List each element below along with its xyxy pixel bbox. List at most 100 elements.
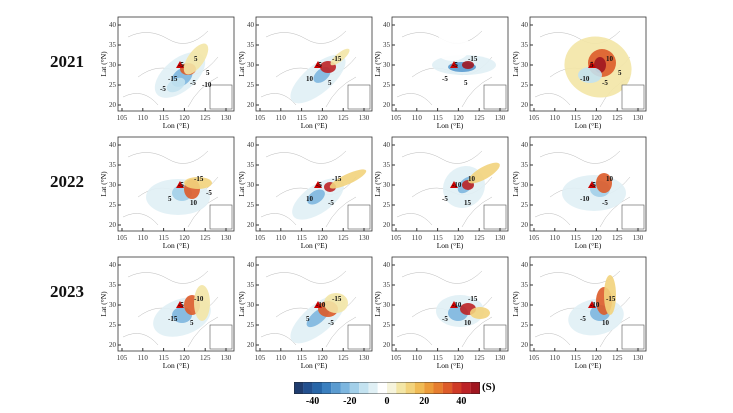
x-tick-label: 125 <box>338 234 349 242</box>
contour-label: -5 <box>452 61 458 69</box>
y-tick-label: 40 <box>247 261 255 269</box>
y-tick-label: 30 <box>247 181 255 189</box>
y-axis-label: Lat (°N) <box>100 171 108 197</box>
y-axis-label: Lat (°N) <box>100 291 108 317</box>
x-tick-label: 125 <box>200 114 211 122</box>
x-tick-label: 105 <box>529 354 540 362</box>
anomaly-shading <box>604 275 616 315</box>
y-tick-label: 30 <box>109 181 117 189</box>
colorbar-bin <box>461 382 471 394</box>
colorbar-bin <box>340 382 350 394</box>
y-tick-label: 30 <box>383 301 391 309</box>
colorbar-bin <box>359 382 369 394</box>
y-tick-label: 25 <box>247 81 255 89</box>
y-tick-label: 30 <box>247 61 255 69</box>
map-panel: -10 -15 -5 10 105 110 115 120 125 130 20 25 30 35 40 Lo… <box>374 255 524 370</box>
contour-label: 5 <box>464 79 468 87</box>
x-tick-label: 120 <box>591 234 602 242</box>
y-tick-label: 25 <box>383 201 391 209</box>
contour-label: 10 <box>464 319 472 327</box>
y-tick-label: 20 <box>247 341 255 349</box>
x-tick-label: 130 <box>495 114 506 122</box>
inset-map <box>347 204 371 230</box>
contour-label: 10 <box>602 319 610 327</box>
triangle-marker <box>176 181 184 188</box>
colorbar-tick: 0 <box>384 396 390 407</box>
map-svg: 5 10 -10 -5 5 105 110 115 120 125 130 20 25 30 35 40 Lon… <box>512 16 647 130</box>
y-tick-label: 40 <box>109 21 117 29</box>
x-tick-label: 115 <box>432 354 443 362</box>
map-svg: -5 -15 -5 5 105 110 115 120 125 130 20 25 30 35 40 Lon … <box>374 16 509 130</box>
x-tick-label: 130 <box>633 354 644 362</box>
y-tick-label: 40 <box>247 21 255 29</box>
colorbar-bin <box>377 382 388 394</box>
y-tick-label: 25 <box>521 81 529 89</box>
x-tick-label: 110 <box>276 354 287 362</box>
triangle-marker <box>450 181 458 188</box>
contour-label: -15 <box>332 175 342 183</box>
y-tick-label: 20 <box>383 221 391 229</box>
contour-label: -5 <box>602 199 608 207</box>
anomaly-shading <box>307 189 325 205</box>
contour-label: -5 <box>178 61 184 69</box>
x-tick-label: 110 <box>550 354 561 362</box>
x-tick-label: 115 <box>158 234 169 242</box>
x-tick-label: 110 <box>550 234 561 242</box>
triangle-marker <box>314 301 322 308</box>
x-tick-label: 120 <box>591 114 602 122</box>
contour-label: -10 <box>202 81 212 89</box>
x-tick-label: 110 <box>138 354 149 362</box>
colorbar-bin <box>414 382 425 394</box>
year-label: 2023 <box>50 282 84 301</box>
y-tick-label: 25 <box>109 81 117 89</box>
colorbar-bin <box>452 382 462 394</box>
colorbar-bin <box>331 382 341 394</box>
y-axis-label: Lat (°N) <box>374 171 382 197</box>
y-axis-label: Lat (°N) <box>512 51 520 77</box>
x-tick-label: 110 <box>412 354 423 362</box>
y-tick-label: 20 <box>109 221 117 229</box>
triangle-marker <box>314 181 322 188</box>
x-tick-label: 115 <box>570 354 581 362</box>
x-tick-label: 120 <box>453 234 464 242</box>
colorbar-bin <box>405 382 415 394</box>
x-tick-label: 120 <box>591 354 602 362</box>
colorbar <box>294 382 480 394</box>
x-tick-label: 130 <box>495 354 506 362</box>
x-tick-label: 105 <box>391 114 402 122</box>
anomaly-shading <box>184 177 212 189</box>
contour-label: -5 <box>316 61 322 69</box>
x-tick-label: 120 <box>453 354 464 362</box>
x-tick-label: 110 <box>276 234 287 242</box>
y-tick-label: 40 <box>521 261 529 269</box>
contour-label: 10 <box>190 199 198 207</box>
colorbar-bin <box>470 382 480 394</box>
colorbar-bin <box>321 382 332 394</box>
x-tick-label: 110 <box>138 234 149 242</box>
contour-label: -5 <box>328 319 334 327</box>
x-tick-label: 110 <box>412 114 423 122</box>
colorbar-bin <box>294 382 304 394</box>
x-tick-label: 125 <box>612 234 623 242</box>
contour-label: -5 <box>590 181 596 189</box>
contour-label: -15 <box>468 55 478 63</box>
x-tick-label: 110 <box>412 234 423 242</box>
y-tick-label: 25 <box>521 201 529 209</box>
x-tick-label: 125 <box>612 354 623 362</box>
x-tick-label: 120 <box>453 114 464 122</box>
colorbar-tick: 40 <box>456 396 467 407</box>
x-axis-label: Lon (°E) <box>575 121 602 130</box>
x-axis-label: Lon (°E) <box>301 361 328 370</box>
map-panel: 5 10 -10 -5 5 105 110 115 120 125 130 20 25 30 35 40 Lon… <box>512 15 662 130</box>
y-tick-label: 40 <box>109 141 117 149</box>
colorbar-bin <box>368 382 378 394</box>
x-axis-label: Lon (°E) <box>163 241 190 250</box>
y-tick-label: 30 <box>109 301 117 309</box>
y-tick-label: 20 <box>247 101 255 109</box>
y-tick-label: 25 <box>383 321 391 329</box>
inset-map <box>209 204 233 230</box>
contour-label: 5 <box>206 69 210 77</box>
